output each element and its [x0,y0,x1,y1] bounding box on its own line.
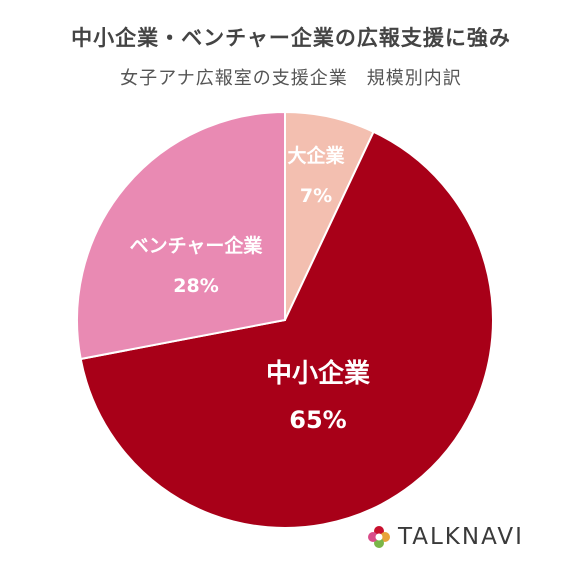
slice-label-3: ベンチャー企業 [130,234,264,257]
pie-slice-2 [79,130,494,529]
brand-name: TALKNAVI [398,524,524,550]
flower-logo-icon [368,526,390,548]
brand-logo: TALKNAVI [366,522,524,552]
slice-label-2: 中小企業 [266,358,370,389]
pie-slice-3 [76,110,286,361]
slice-label-1: 大企業 [287,144,345,167]
slice-value-3: 28% [173,275,218,297]
chart-subtitle: 女子アナ広報室の支援企業 規模別内訳 [120,68,462,89]
slice-value-2: 65% [289,406,346,434]
slice-value-1: 7% [300,185,332,207]
chart-title: 中小企業・ベンチャー企業の広報支援に強み [71,26,511,50]
